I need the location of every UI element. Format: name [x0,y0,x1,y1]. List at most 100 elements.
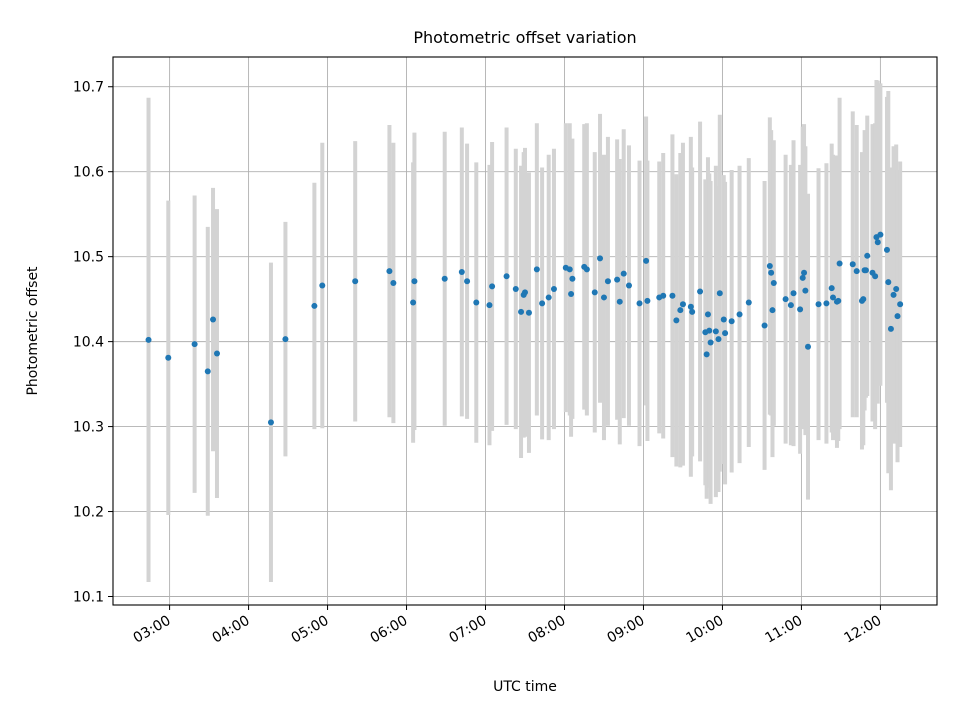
data-point [669,292,676,299]
data-point [797,306,804,313]
data-point [620,270,627,277]
y-tick-label: 10.4 [73,335,104,351]
data-point [893,285,900,292]
data-point [213,350,220,357]
data-point [722,330,729,337]
data-point [883,246,890,253]
data-point [636,300,643,307]
data-point [830,294,837,301]
data-point [568,291,575,298]
data-point [545,294,552,301]
data-point [716,290,723,297]
data-point [703,351,710,358]
data-point [145,336,152,343]
data-point [464,278,471,285]
data-point [835,297,842,304]
data-point [604,278,611,285]
data-point [352,278,359,285]
data-point [210,316,217,323]
data-point [282,336,289,343]
data-point [518,308,525,315]
data-point [770,279,777,286]
data-point [204,368,211,375]
data-point [458,268,465,275]
data-point [864,252,871,259]
data-point [894,313,901,320]
data-point [441,275,448,282]
data-point [660,292,667,299]
y-tick-label: 10.2 [73,505,104,521]
data-point [525,309,532,316]
data-point [828,285,835,292]
data-point [614,276,621,283]
data-point [872,273,879,280]
y-tick-label: 10.6 [73,165,104,181]
data-point [745,299,752,306]
data-point [679,301,686,308]
x-axis-label: UTC time [493,679,557,695]
data-point [566,266,573,273]
data-point [522,289,528,296]
y-tick-label: 10.5 [73,250,104,266]
data-point [805,343,812,350]
data-point [715,336,722,343]
data-point [862,267,869,274]
data-point [782,296,789,303]
data-point [591,289,598,296]
data-point [410,299,417,306]
data-point [550,285,557,292]
data-point [836,260,843,267]
data-point [887,325,894,332]
data-point [677,307,684,314]
data-point [766,263,773,270]
data-point [643,257,650,264]
data-point [707,339,714,346]
data-point [728,318,735,325]
data-point [706,327,713,334]
data-point [877,231,884,238]
data-point [736,311,743,318]
data-point [897,301,904,308]
y-tick-label: 10.7 [73,80,104,96]
data-point [411,278,418,285]
data-point [860,296,867,303]
data-point [319,282,326,289]
data-point [191,341,198,348]
data-point [704,311,711,318]
data-point [165,354,172,361]
data-point [267,419,274,426]
data-point [533,266,540,273]
data-point [799,274,806,281]
data-point [503,273,510,280]
data-point [644,297,651,304]
data-point [625,282,632,289]
data-point [689,308,696,315]
data-point [512,285,519,292]
chart-title: Photometric offset variation [413,28,636,47]
data-point [712,328,719,335]
data-point [823,300,830,307]
y-tick-label: 10.3 [73,420,104,436]
data-point [687,303,694,310]
data-point [311,302,318,309]
data-point [853,268,860,275]
data-point [697,288,704,295]
data-point [720,316,727,323]
data-point [769,307,776,314]
data-points [145,231,904,426]
data-point [890,291,897,298]
data-point [390,279,397,286]
data-point [761,322,768,329]
data-point [849,261,856,268]
data-point [802,287,809,294]
data-point [787,302,794,309]
data-point [885,279,892,286]
data-point [790,290,797,297]
plot-frame [112,56,938,606]
data-point [583,266,590,273]
data-point [386,268,393,275]
y-axis-label: Photometric offset [25,266,41,396]
data-point [486,302,493,309]
data-point [874,239,881,246]
